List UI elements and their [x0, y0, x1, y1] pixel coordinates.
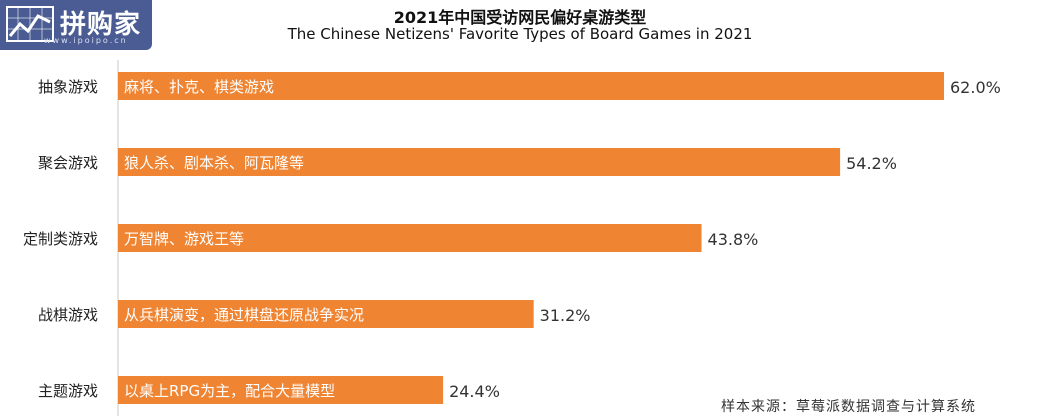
bar-description-label: 麻将、扑克、棋类游戏	[124, 78, 274, 96]
brand-name: 拼购家	[60, 10, 142, 40]
value-label: 31.2%	[540, 306, 591, 325]
value-label: 43.8%	[708, 230, 759, 249]
value-label: 62.0%	[950, 78, 1001, 97]
category-label: 战棋游戏	[38, 306, 98, 324]
source-note: 样本来源：草莓派数据调查与计算系统	[721, 399, 976, 415]
chart-subtitle: The Chinese Netizens' Favorite Types of …	[287, 25, 753, 43]
value-label: 54.2%	[846, 154, 897, 173]
bar-description-label: 狼人杀、剧本杀、阿瓦隆等	[124, 154, 304, 172]
bar	[118, 376, 444, 404]
chart-logo-icon	[6, 6, 54, 42]
category-label: 聚会游戏	[38, 154, 98, 172]
bar-description-label: 从兵棋演变，通过棋盘还原战争实况	[124, 306, 364, 324]
category-label: 主题游戏	[38, 382, 98, 400]
chart-title: 2021年中国受访网民偏好桌游类型	[393, 8, 647, 27]
bar-description-label: 以桌上RPG为主，配合大量模型	[124, 382, 335, 400]
category-label: 抽象游戏	[38, 78, 98, 96]
bar-description-label: 万智牌、游戏王等	[124, 230, 244, 248]
brand-logo: 拼购家 www.ipoipo.cn	[0, 0, 152, 50]
bar	[118, 72, 944, 100]
category-label: 定制类游戏	[23, 230, 98, 248]
bar	[118, 148, 841, 176]
bar	[118, 224, 702, 252]
value-label: 24.4%	[449, 382, 500, 401]
brand-url: www.ipoipo.cn	[44, 36, 128, 45]
bar	[118, 300, 534, 328]
